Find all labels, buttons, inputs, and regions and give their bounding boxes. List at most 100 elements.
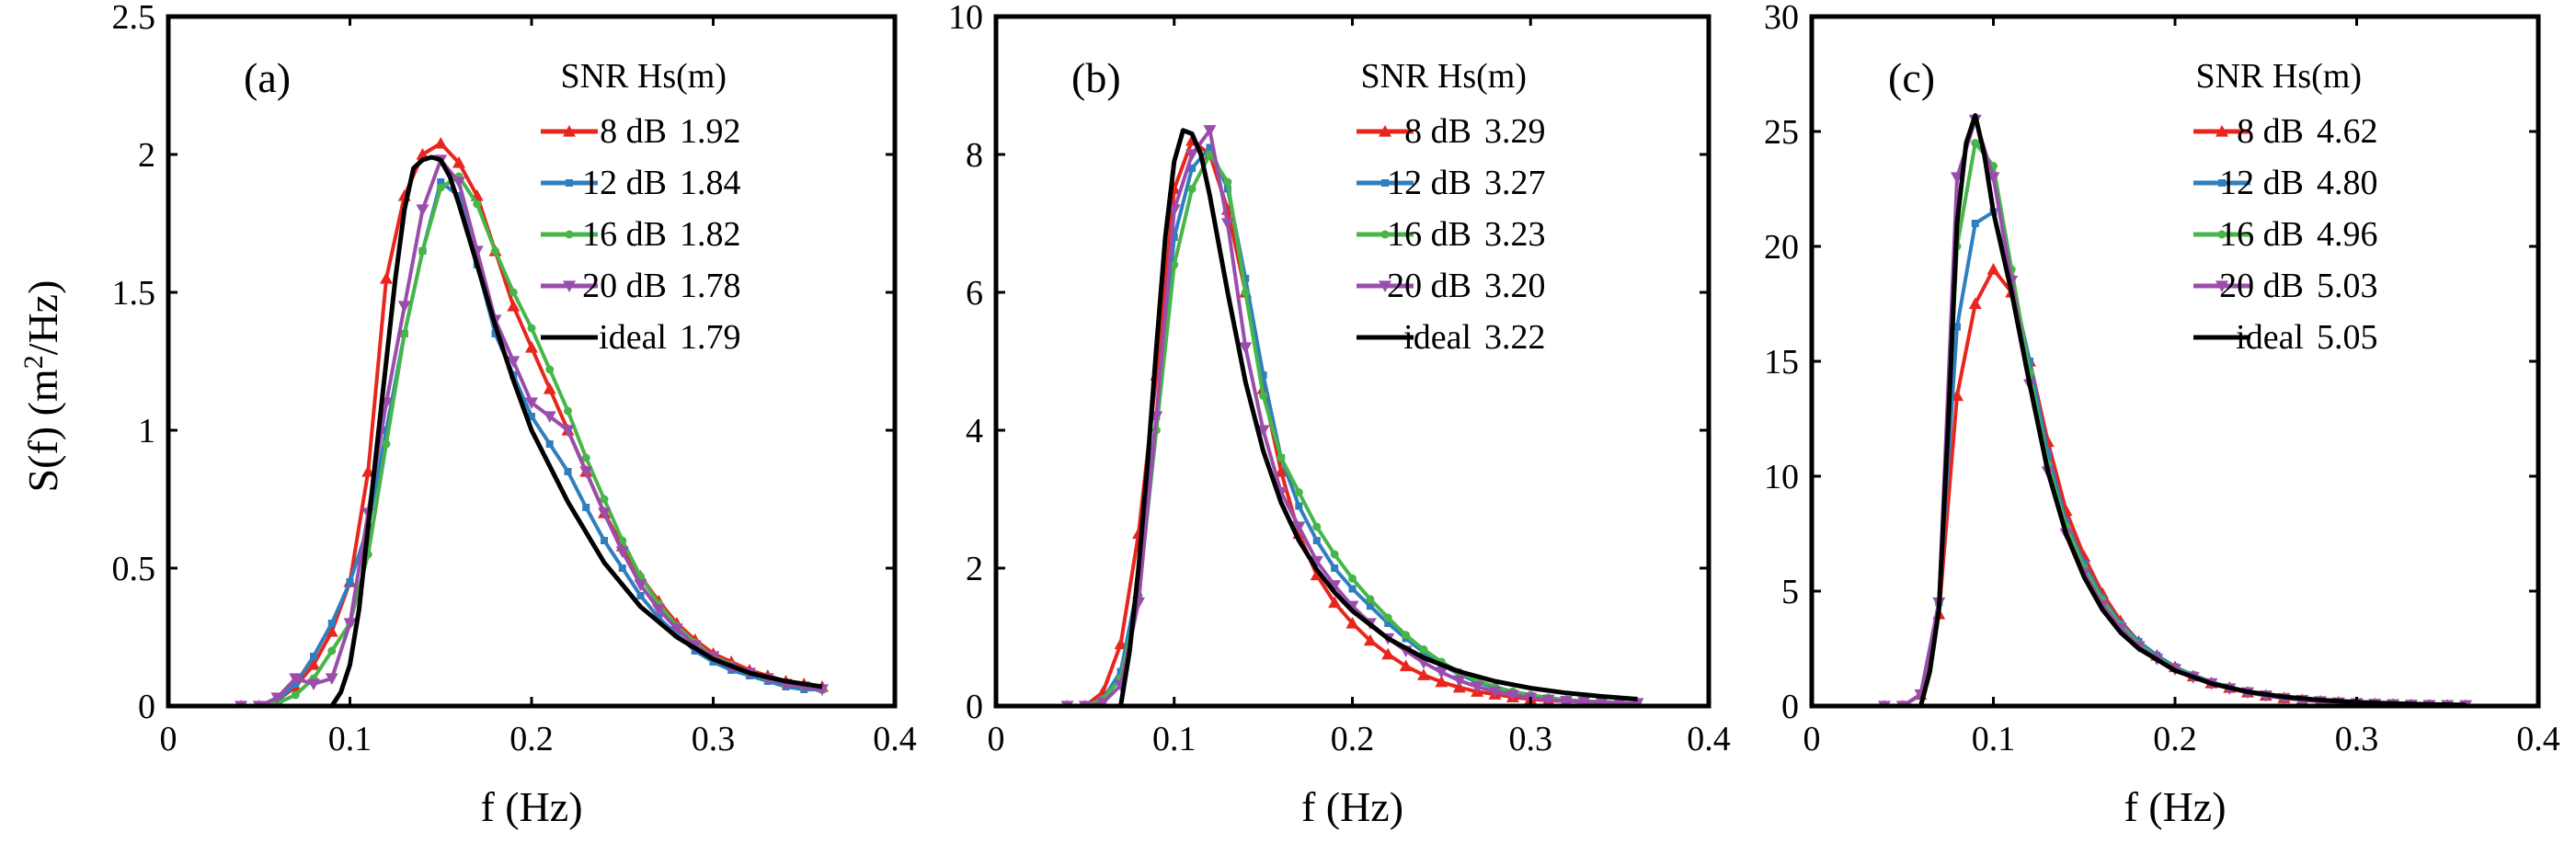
panel-tag: (b)	[1071, 54, 1121, 101]
series-8dB	[1063, 134, 1643, 706]
data-point-8dB	[1328, 596, 1342, 609]
series-line-ideal	[1918, 113, 2467, 706]
legend-hs-ideal: 1.79	[680, 318, 741, 357]
series-12dB	[237, 178, 826, 706]
data-point-16dB	[1330, 550, 1339, 559]
legend-hs-ideal: 5.05	[2317, 318, 2378, 357]
x-tick-label: 0	[1803, 720, 1821, 758]
data-point-20dB	[543, 411, 556, 423]
y-tick-label: 10	[1764, 458, 1799, 496]
data-point-16dB	[1348, 574, 1357, 583]
series-20dB	[1878, 114, 2472, 706]
legend-label-20dB: 20 dB	[582, 267, 667, 305]
legend-marker-16dB	[1380, 230, 1390, 239]
legend-marker-8dB	[1379, 125, 1391, 137]
x-axis-label: f (Hz)	[480, 783, 582, 830]
data-point-12dB	[455, 192, 463, 199]
legend-label-20dB: 20 dB	[1387, 267, 1471, 305]
data-point-12dB	[1971, 220, 1979, 227]
legend-label-8dB: 8 dB	[1404, 112, 1471, 151]
data-point-16dB	[1383, 613, 1392, 622]
data-point-8dB	[1968, 297, 1982, 310]
legend-hs-ideal: 3.22	[1484, 318, 1546, 357]
data-point-20dB	[525, 397, 538, 409]
legend-label-8dB: 8 dB	[600, 112, 667, 151]
panel-b: 0 0.1 0.2 0.3 0.4 0 2 4 6 8 10 f (Hz) (b) SNR Hs(m) 8 …	[948, 0, 1731, 830]
data-point-20dB	[1435, 667, 1448, 679]
legend-label-20dB: 20 dB	[2219, 267, 2304, 305]
data-point-12dB	[545, 440, 554, 448]
data-point-8dB	[543, 382, 556, 394]
x-tick-label: 0.4	[2516, 720, 2560, 758]
data-point-16dB	[509, 288, 518, 297]
x-tick-label: 0.4	[1687, 720, 1731, 758]
series-line-ideal	[329, 154, 823, 706]
data-point-20dB	[1310, 555, 1323, 568]
data-point-20dB	[416, 204, 429, 216]
series-line-8dB	[1884, 268, 2467, 706]
series-line-12dB	[1884, 210, 2467, 706]
data-point-20dB	[1577, 696, 1591, 706]
series-12dB	[1881, 208, 2469, 706]
data-point-16dB	[527, 324, 536, 333]
data-point-20dB	[1560, 696, 1573, 706]
series-line-12dB	[241, 180, 822, 706]
data-point-12dB	[491, 330, 499, 337]
data-point-16dB	[1223, 177, 1232, 187]
data-point-20dB	[452, 177, 465, 188]
legend-label-ideal: ideal	[2236, 318, 2304, 357]
data-point-20dB	[1541, 694, 1555, 706]
series-line-20dB	[1884, 118, 2466, 706]
data-point-8dB	[361, 465, 375, 477]
data-point-20dB	[615, 546, 629, 558]
legend-label-16dB: 16 dB	[1387, 215, 1471, 254]
panel-a: 0 0.1 0.2 0.3 0.4 0 0.5 1 1.5 2 2.5 f (Hz) (a) SNR Hs…	[112, 0, 917, 830]
y-tick-label: 0.5	[112, 550, 156, 588]
x-tick-label: 0.2	[509, 720, 554, 758]
legend-marker-16dB	[2217, 230, 2227, 239]
data-point-8dB	[1363, 633, 1377, 646]
data-point-12dB	[327, 620, 336, 627]
legend-hs-8dB: 1.92	[680, 112, 741, 151]
legend-label-ideal: ideal	[1403, 318, 1471, 357]
data-point-12dB	[655, 614, 663, 621]
data-point-16dB	[1187, 185, 1196, 193]
y-tick-label: 0	[138, 688, 155, 726]
legend-hs-20dB: 3.20	[1484, 267, 1546, 305]
data-point-12dB	[437, 178, 445, 186]
legend-hs-12dB: 1.84	[680, 164, 741, 202]
data-point-20dB	[1471, 681, 1484, 693]
y-tick-label: 2	[966, 550, 983, 588]
data-point-16dB	[400, 329, 409, 338]
data-point-8dB	[1345, 617, 1359, 629]
y-tick-label: 5	[1781, 573, 1799, 611]
series-16dB	[1880, 139, 2470, 706]
data-point-12dB	[601, 537, 608, 544]
data-point-8dB	[1417, 668, 1430, 680]
data-point-20dB	[1203, 125, 1217, 137]
series-ideal	[329, 154, 823, 706]
x-tick-label: 0.3	[1509, 720, 1553, 758]
data-point-12dB	[582, 504, 590, 511]
data-point-20dB	[507, 356, 521, 368]
legend: SNR Hs(m) 8 dB 3.29 12 dB 3.27 16 dB 3.23 20 dB…	[1357, 57, 1546, 357]
data-point-12dB	[1384, 620, 1392, 627]
y-tick-label: 25	[1764, 113, 1799, 152]
data-point-16dB	[1419, 645, 1428, 654]
y-tick-label: 15	[1764, 343, 1799, 382]
legend-hs-16dB: 3.23	[1484, 215, 1546, 254]
legend-label-12dB: 12 dB	[582, 164, 667, 202]
data-point-20dB	[652, 604, 666, 616]
legend-hs-12dB: 3.27	[1484, 164, 1546, 202]
data-point-16dB	[1170, 260, 1179, 269]
y-tick-label: 0	[966, 688, 983, 726]
panel-tag: (a)	[244, 54, 291, 101]
data-point-8dB	[1381, 647, 1395, 660]
data-point-12dB	[1366, 602, 1374, 610]
data-point-20dB	[634, 579, 647, 591]
data-point-8dB	[1435, 675, 1448, 688]
x-axis-label: f (Hz)	[2124, 783, 2226, 830]
data-point-20dB	[1220, 218, 1234, 230]
legend-marker-20dB	[2215, 280, 2228, 292]
